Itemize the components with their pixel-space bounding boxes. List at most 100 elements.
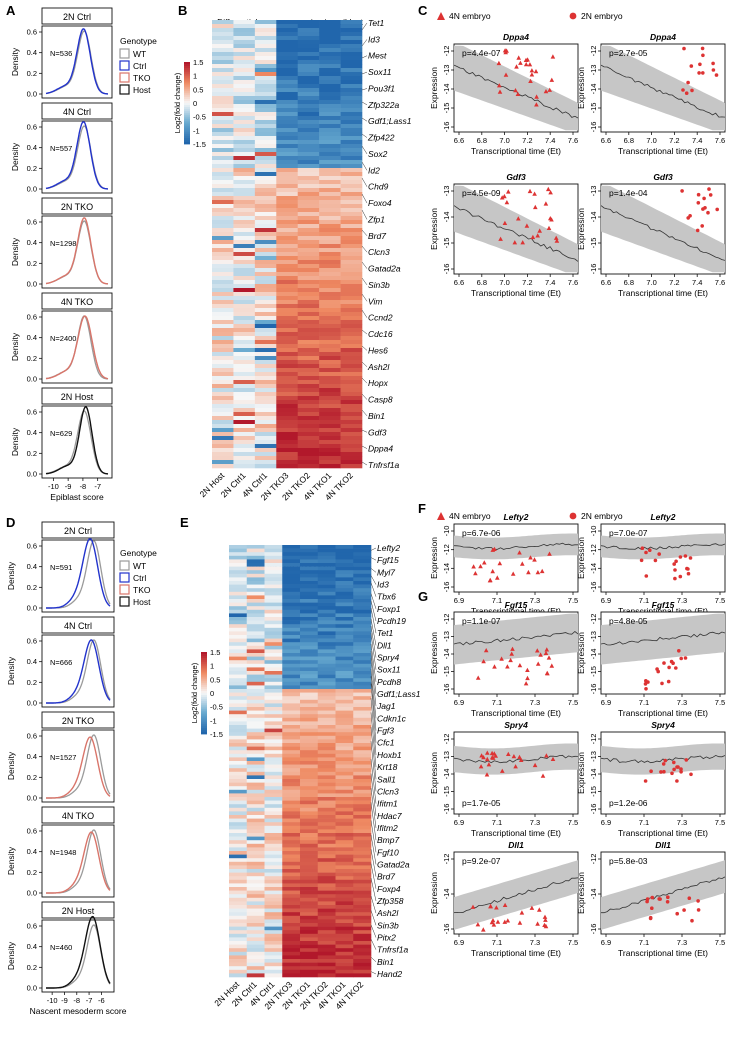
b-heat-cell [233,280,256,285]
b-heat-cell [297,216,320,221]
e-heat-cell [335,915,354,920]
e-heat-cell [246,707,265,711]
e-heat-cell [317,897,336,902]
b-heat-cell [212,404,234,409]
e-gene-leader-17 [370,697,377,755]
b-heat-cell [212,360,234,365]
b-heat-cell [297,212,320,217]
b-heat-cell [340,28,363,33]
b-heat-cell [233,40,256,45]
e-heat-cell [317,951,336,956]
b-colorbar-seg [184,82,190,85]
b-heat-cell [233,104,256,109]
e-heat-cell [282,905,301,909]
e-heat-cell [317,555,336,560]
e-heat-cell [317,714,336,719]
b-heat-cell [319,124,341,129]
e-colorbar-seg [201,715,207,718]
c-gdf3-2n-point [696,192,701,197]
c-dppa4-2n-point [682,46,686,51]
d-yticklabel-3-0: 0.0 [27,794,37,803]
e-heat-cell [246,973,265,978]
b-heat-cell [276,264,299,269]
e-gene-label-3: Id3 [377,580,389,590]
b-heat-cell [233,460,256,465]
e-heat-cell [246,815,265,819]
e-heat-cell [246,584,265,589]
b-heat-cell [340,424,363,429]
b-heat-cell [254,236,277,241]
g-dll1-4n-point [470,904,476,909]
b-heat-cell [212,396,234,401]
e-heat-cell [282,728,301,733]
e-heat-cell [282,599,301,603]
b-gene-label-21: Ash2l [367,362,390,372]
b-heat-cell [212,448,234,453]
e-heat-cell [353,937,372,942]
c-dppa4-4n-point [515,91,521,96]
e-heat-cell [229,674,248,679]
b-gene-leader-13 [361,229,368,236]
e-heat-cell [282,761,301,765]
f-lefty2-2n-point [644,574,649,578]
g-fgf15-4n-point [535,661,541,666]
e-heat-cell [300,757,319,762]
e-heat-cell [264,649,283,654]
e-heat-cell [353,800,372,805]
b-heat-cell [340,296,363,301]
e-heat-cell [317,782,336,787]
b-heat-cell [319,288,341,293]
e-heat-cell [317,681,336,686]
b-gene-leader-11 [361,193,368,204]
b-heat-cell [297,112,320,117]
d-yticklabel-4-0: 0.0 [27,889,37,898]
b-heat-cell [319,292,341,297]
b-heat-cell [297,44,320,49]
e-heat-cell [335,620,354,625]
b-heat-cell [276,156,299,161]
e-heat-cell [282,635,301,639]
b-colorbar-seg [184,78,190,81]
e-heat-cell [353,573,372,578]
e-heat-cell [264,955,283,960]
e-heat-cell [335,815,354,819]
b-heat-cell [212,244,234,249]
b-heat-cell [340,76,363,81]
g-spry4-4n-point [484,772,490,777]
b-heat-cell [340,352,363,357]
b-heat-cell [297,128,320,133]
b-heat-cell [276,248,299,253]
b-heat-cell [233,24,256,29]
e-heat-cell [353,631,372,636]
b-heat-cell [254,388,277,393]
b-heat-cell [233,208,256,213]
b-heat-cell [340,184,363,189]
b-heat-cell [276,420,299,425]
e-heat-cell [282,969,301,974]
g-dll1-4n-point [502,919,508,924]
e-heat-cell [335,638,354,643]
f-lefty2-2n-yticklabel-3: -10 [589,526,598,537]
b-heat-cell [233,116,256,121]
b-gene-leader-7 [361,133,368,138]
e-heat-cell [282,890,301,895]
e-heat-cell [229,743,248,747]
b-heat-cell [212,372,234,377]
c-dppa4-2n-point [686,80,690,85]
d-n-3: N=1527 [50,753,76,762]
g-spry4-2n-trend-line [600,754,726,764]
e-heat-cell [335,843,354,848]
a-curve-3 [45,217,109,285]
e-heat-cell [264,937,283,942]
e-heat-cell [246,789,265,794]
g-spry4-2n-point [672,767,676,772]
g-fgf15-4n-xticklabel-2: 7.3 [530,698,540,707]
b-gene-label-27: Tnfrsf1a [368,460,399,470]
b-heat-cell [340,288,363,293]
e-heat-cell [264,858,283,863]
b-heat-cell [254,104,277,109]
a-n-4: N=2400 [50,334,76,343]
b-colorbar-tick-5: -1 [193,126,200,135]
e-heat-cell [246,732,265,737]
e-heat-cell [264,577,283,582]
